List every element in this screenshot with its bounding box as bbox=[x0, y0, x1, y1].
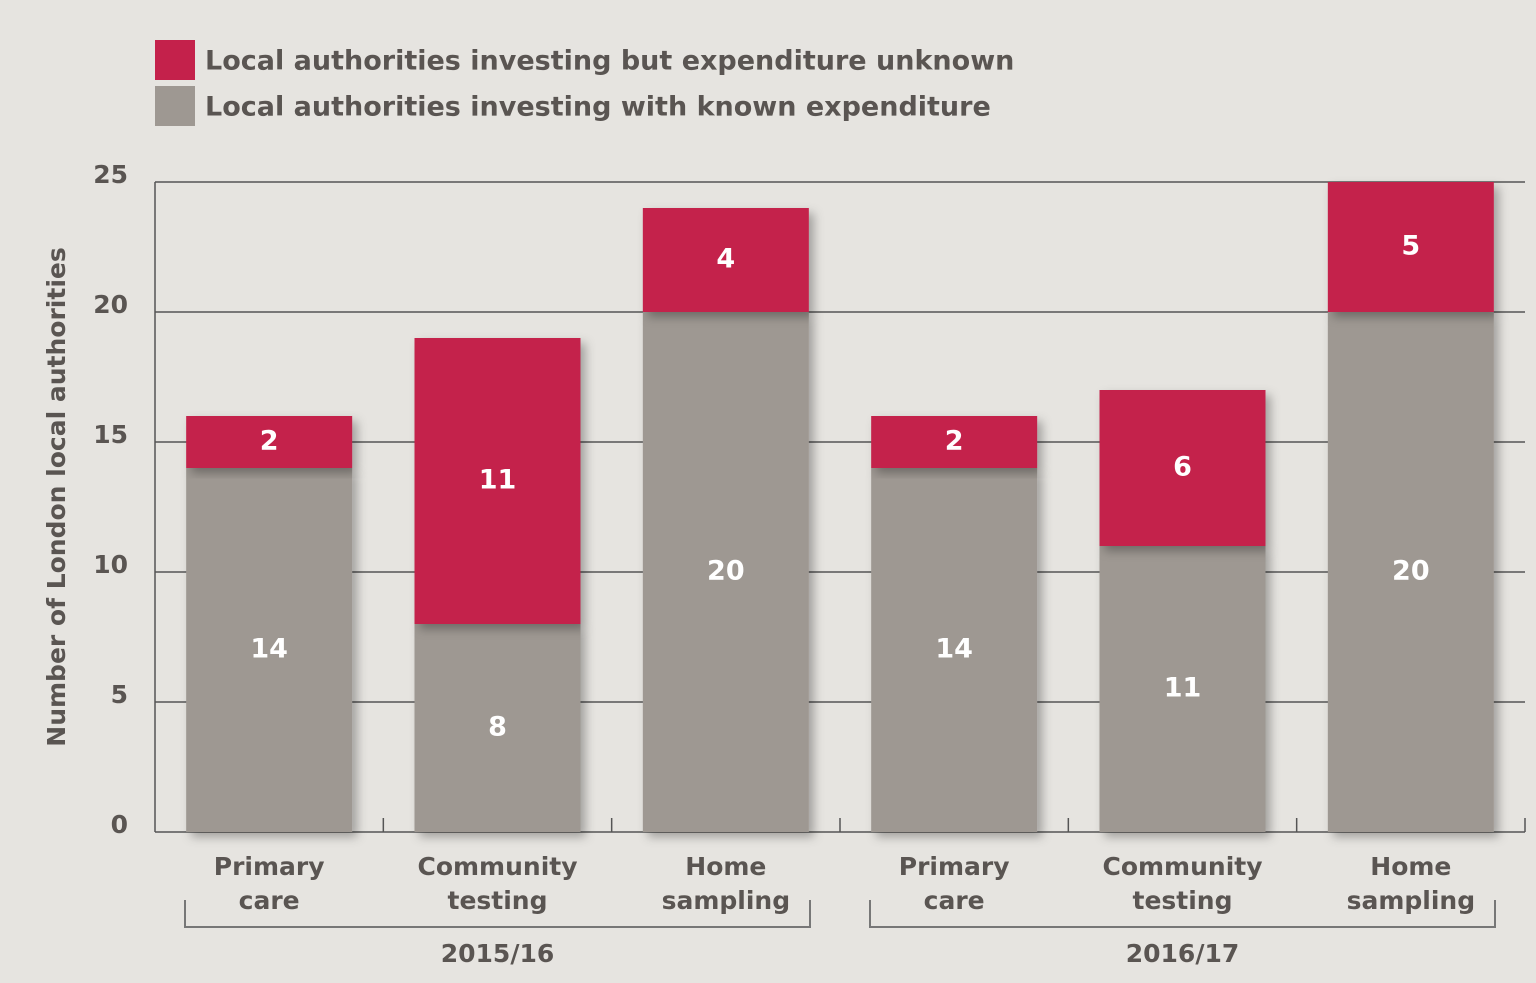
bar-segment bbox=[642, 208, 809, 312]
value-label: 11 bbox=[1164, 673, 1202, 704]
value-label: 8 bbox=[488, 712, 507, 743]
value-label: 20 bbox=[1392, 556, 1430, 587]
group-bracket bbox=[869, 900, 1496, 928]
bar-segment bbox=[186, 468, 353, 832]
group-bracket bbox=[184, 900, 811, 928]
x-tick-label: Primary care bbox=[898, 852, 1010, 915]
legend-label: Local authorities investing but expendit… bbox=[205, 46, 1014, 77]
group-label: 2015/16 bbox=[441, 939, 555, 968]
value-label: 6 bbox=[1173, 452, 1192, 483]
value-label: 2 bbox=[260, 426, 279, 457]
bar-segment bbox=[1327, 312, 1494, 832]
x-tick-label: Community testing bbox=[1102, 852, 1263, 915]
y-tick-label: 0 bbox=[111, 810, 128, 839]
bar-segment bbox=[186, 416, 353, 468]
y-axis-label: Number of London local authorities bbox=[42, 247, 71, 746]
group-label: 2016/17 bbox=[1126, 939, 1240, 968]
bar-segment bbox=[871, 468, 1038, 832]
bar-segment bbox=[642, 312, 809, 832]
y-tick-label: 15 bbox=[93, 420, 128, 449]
value-label: 20 bbox=[707, 556, 745, 587]
x-tick-label: Community testing bbox=[417, 852, 578, 915]
legend-swatch bbox=[155, 40, 195, 80]
value-label: 14 bbox=[250, 634, 288, 665]
legend-swatch bbox=[155, 86, 195, 126]
value-label: 11 bbox=[479, 465, 517, 496]
bar-segment bbox=[414, 624, 581, 832]
y-tick-label: 10 bbox=[93, 550, 128, 579]
x-tick-label: Home sampling bbox=[661, 852, 791, 915]
bar-segment bbox=[871, 416, 1038, 468]
x-tick-label: Home sampling bbox=[1346, 852, 1476, 915]
y-tick-label: 20 bbox=[93, 290, 128, 319]
bar-segment bbox=[1327, 182, 1494, 312]
bar-segment bbox=[1099, 390, 1266, 546]
bar-segment bbox=[414, 338, 581, 624]
bar-segment bbox=[1099, 546, 1266, 832]
value-label: 4 bbox=[716, 244, 735, 275]
value-label: 14 bbox=[935, 634, 973, 665]
legend-label: Local authorities investing with known e… bbox=[205, 92, 991, 123]
value-label: 5 bbox=[1401, 231, 1420, 262]
y-tick-label: 5 bbox=[111, 680, 128, 709]
x-tick-label: Primary care bbox=[213, 852, 325, 915]
y-tick-label: 25 bbox=[93, 160, 128, 189]
value-label: 2 bbox=[945, 426, 964, 457]
